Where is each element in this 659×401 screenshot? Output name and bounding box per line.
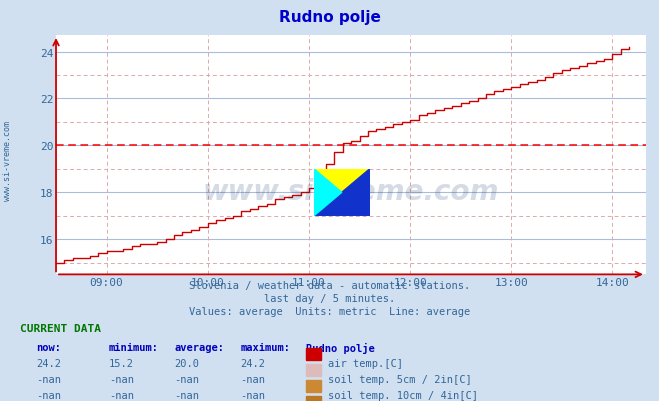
Polygon shape xyxy=(314,169,370,216)
Text: air temp.[C]: air temp.[C] xyxy=(328,358,403,368)
Text: -nan: -nan xyxy=(109,390,134,400)
Text: 15.2: 15.2 xyxy=(109,358,134,368)
Text: www.si-vreme.com: www.si-vreme.com xyxy=(3,120,13,200)
Text: soil temp. 5cm / 2in[C]: soil temp. 5cm / 2in[C] xyxy=(328,374,471,384)
Text: Values: average  Units: metric  Line: average: Values: average Units: metric Line: aver… xyxy=(189,306,470,316)
Text: -nan: -nan xyxy=(175,390,200,400)
Text: Rudno polje: Rudno polje xyxy=(279,10,380,25)
Text: -nan: -nan xyxy=(175,374,200,384)
Text: www.si-vreme.com: www.si-vreme.com xyxy=(203,177,499,205)
Text: -nan: -nan xyxy=(36,374,61,384)
Text: average:: average: xyxy=(175,342,225,352)
Text: last day / 5 minutes.: last day / 5 minutes. xyxy=(264,294,395,304)
Text: -nan: -nan xyxy=(241,374,266,384)
Text: -nan: -nan xyxy=(241,390,266,400)
Text: now:: now: xyxy=(36,342,61,352)
Text: 24.2: 24.2 xyxy=(36,358,61,368)
Text: Slovenia / weather data - automatic stations.: Slovenia / weather data - automatic stat… xyxy=(189,281,470,291)
Text: soil temp. 10cm / 4in[C]: soil temp. 10cm / 4in[C] xyxy=(328,390,478,400)
Text: maximum:: maximum: xyxy=(241,342,291,352)
Text: 20.0: 20.0 xyxy=(175,358,200,368)
Text: CURRENT DATA: CURRENT DATA xyxy=(20,323,101,333)
Text: 24.2: 24.2 xyxy=(241,358,266,368)
Text: Rudno polje: Rudno polje xyxy=(306,342,375,353)
Text: minimum:: minimum: xyxy=(109,342,159,352)
Polygon shape xyxy=(314,169,370,216)
Polygon shape xyxy=(314,169,342,216)
Text: -nan: -nan xyxy=(36,390,61,400)
Text: -nan: -nan xyxy=(109,374,134,384)
